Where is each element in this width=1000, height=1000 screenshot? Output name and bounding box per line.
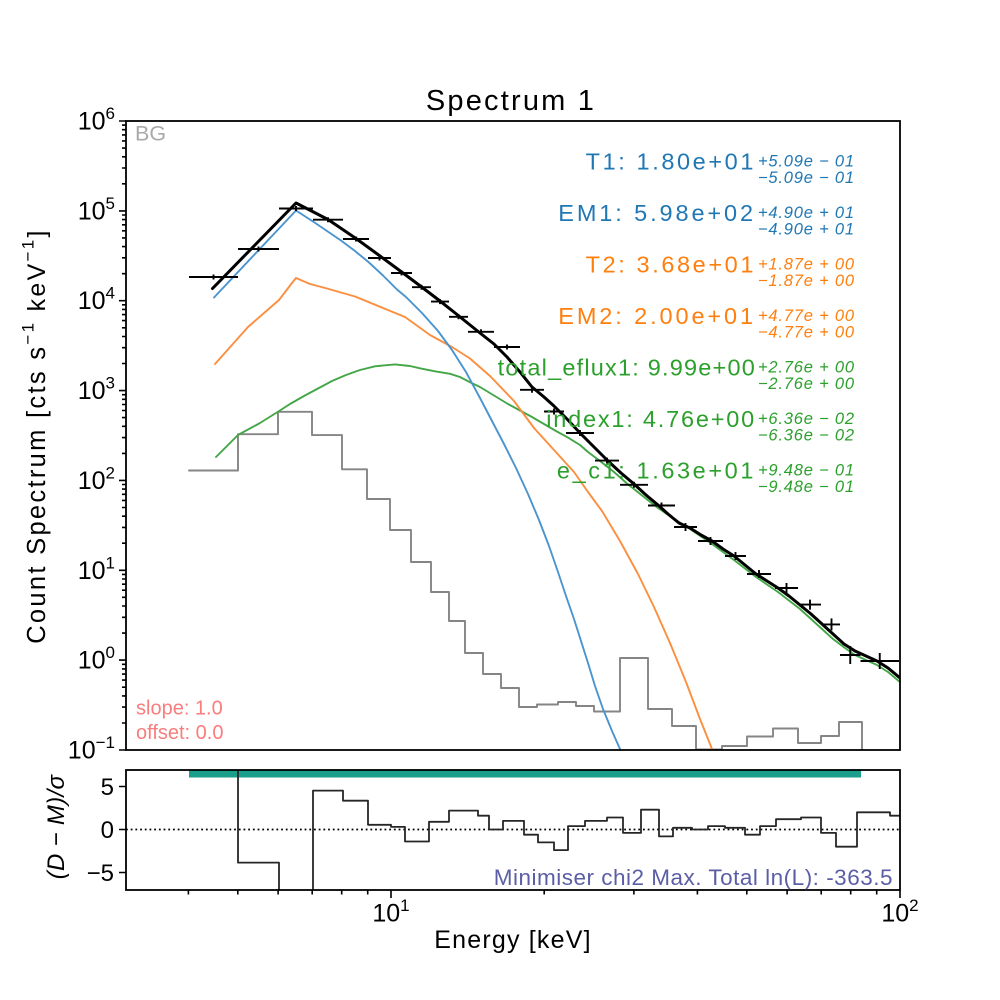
svg-text:Energy [keV]: Energy [keV]: [434, 926, 592, 954]
svg-text:+1.87e + 00: +1.87e + 00: [758, 256, 855, 274]
svg-text:Minimiser chi2 Max. Total ln(L: Minimiser chi2 Max. Total ln(L): -363.5: [494, 865, 893, 890]
svg-text:−1.87e + 00: −1.87e + 00: [758, 272, 855, 290]
svg-text:offset: 0.0: offset: 0.0: [136, 722, 223, 744]
svg-text:−4.90e + 01: −4.90e + 01: [758, 221, 855, 239]
svg-text:Count Spectrum [cts s−1 keV−1]: Count Spectrum [cts s−1 keV−1]: [19, 228, 52, 644]
svg-text:+5.09e − 01: +5.09e − 01: [758, 153, 855, 171]
svg-text:+4.90e + 01: +4.90e + 01: [758, 204, 855, 222]
svg-text:+9.48e − 01: +9.48e − 01: [758, 462, 855, 480]
svg-text:EM1: 5.98e+02: EM1: 5.98e+02: [558, 200, 756, 226]
svg-text:5: 5: [101, 774, 114, 801]
svg-text:index1: 4.76e+00: index1: 4.76e+00: [546, 406, 756, 432]
svg-text:−5.09e − 01: −5.09e − 01: [758, 169, 855, 187]
svg-text:−5: −5: [87, 860, 114, 887]
svg-text:−9.48e − 01: −9.48e − 01: [758, 478, 855, 496]
svg-text:−2.76e + 00: −2.76e + 00: [758, 375, 855, 393]
svg-text:total_eflux1: 9.99e+00: total_eflux1: 9.99e+00: [498, 355, 756, 381]
svg-text:EM2: 2.00e+01: EM2: 2.00e+01: [558, 303, 756, 329]
svg-text:T1: 1.80e+01: T1: 1.80e+01: [586, 149, 756, 175]
svg-text:+4.77e + 00: +4.77e + 00: [758, 307, 855, 325]
svg-text:+2.76e + 00: +2.76e + 00: [758, 359, 855, 377]
svg-text:−6.36e − 02: −6.36e − 02: [758, 427, 855, 445]
svg-text:104: 104: [78, 284, 115, 316]
svg-text:slope: 1.0: slope: 1.0: [136, 698, 223, 720]
svg-text:e_c1: 1.63e+01: e_c1: 1.63e+01: [557, 458, 756, 484]
svg-text:0: 0: [101, 817, 114, 844]
svg-text:BG: BG: [135, 122, 166, 146]
svg-text:+6.36e − 02: +6.36e − 02: [758, 410, 855, 428]
svg-text:T2: 3.68e+01: T2: 3.68e+01: [586, 252, 756, 278]
svg-text:−4.77e + 00: −4.77e + 00: [758, 324, 855, 342]
svg-text:Spectrum 1: Spectrum 1: [426, 85, 596, 117]
svg-text:(D − M)/σ: (D − M)/σ: [43, 774, 70, 880]
